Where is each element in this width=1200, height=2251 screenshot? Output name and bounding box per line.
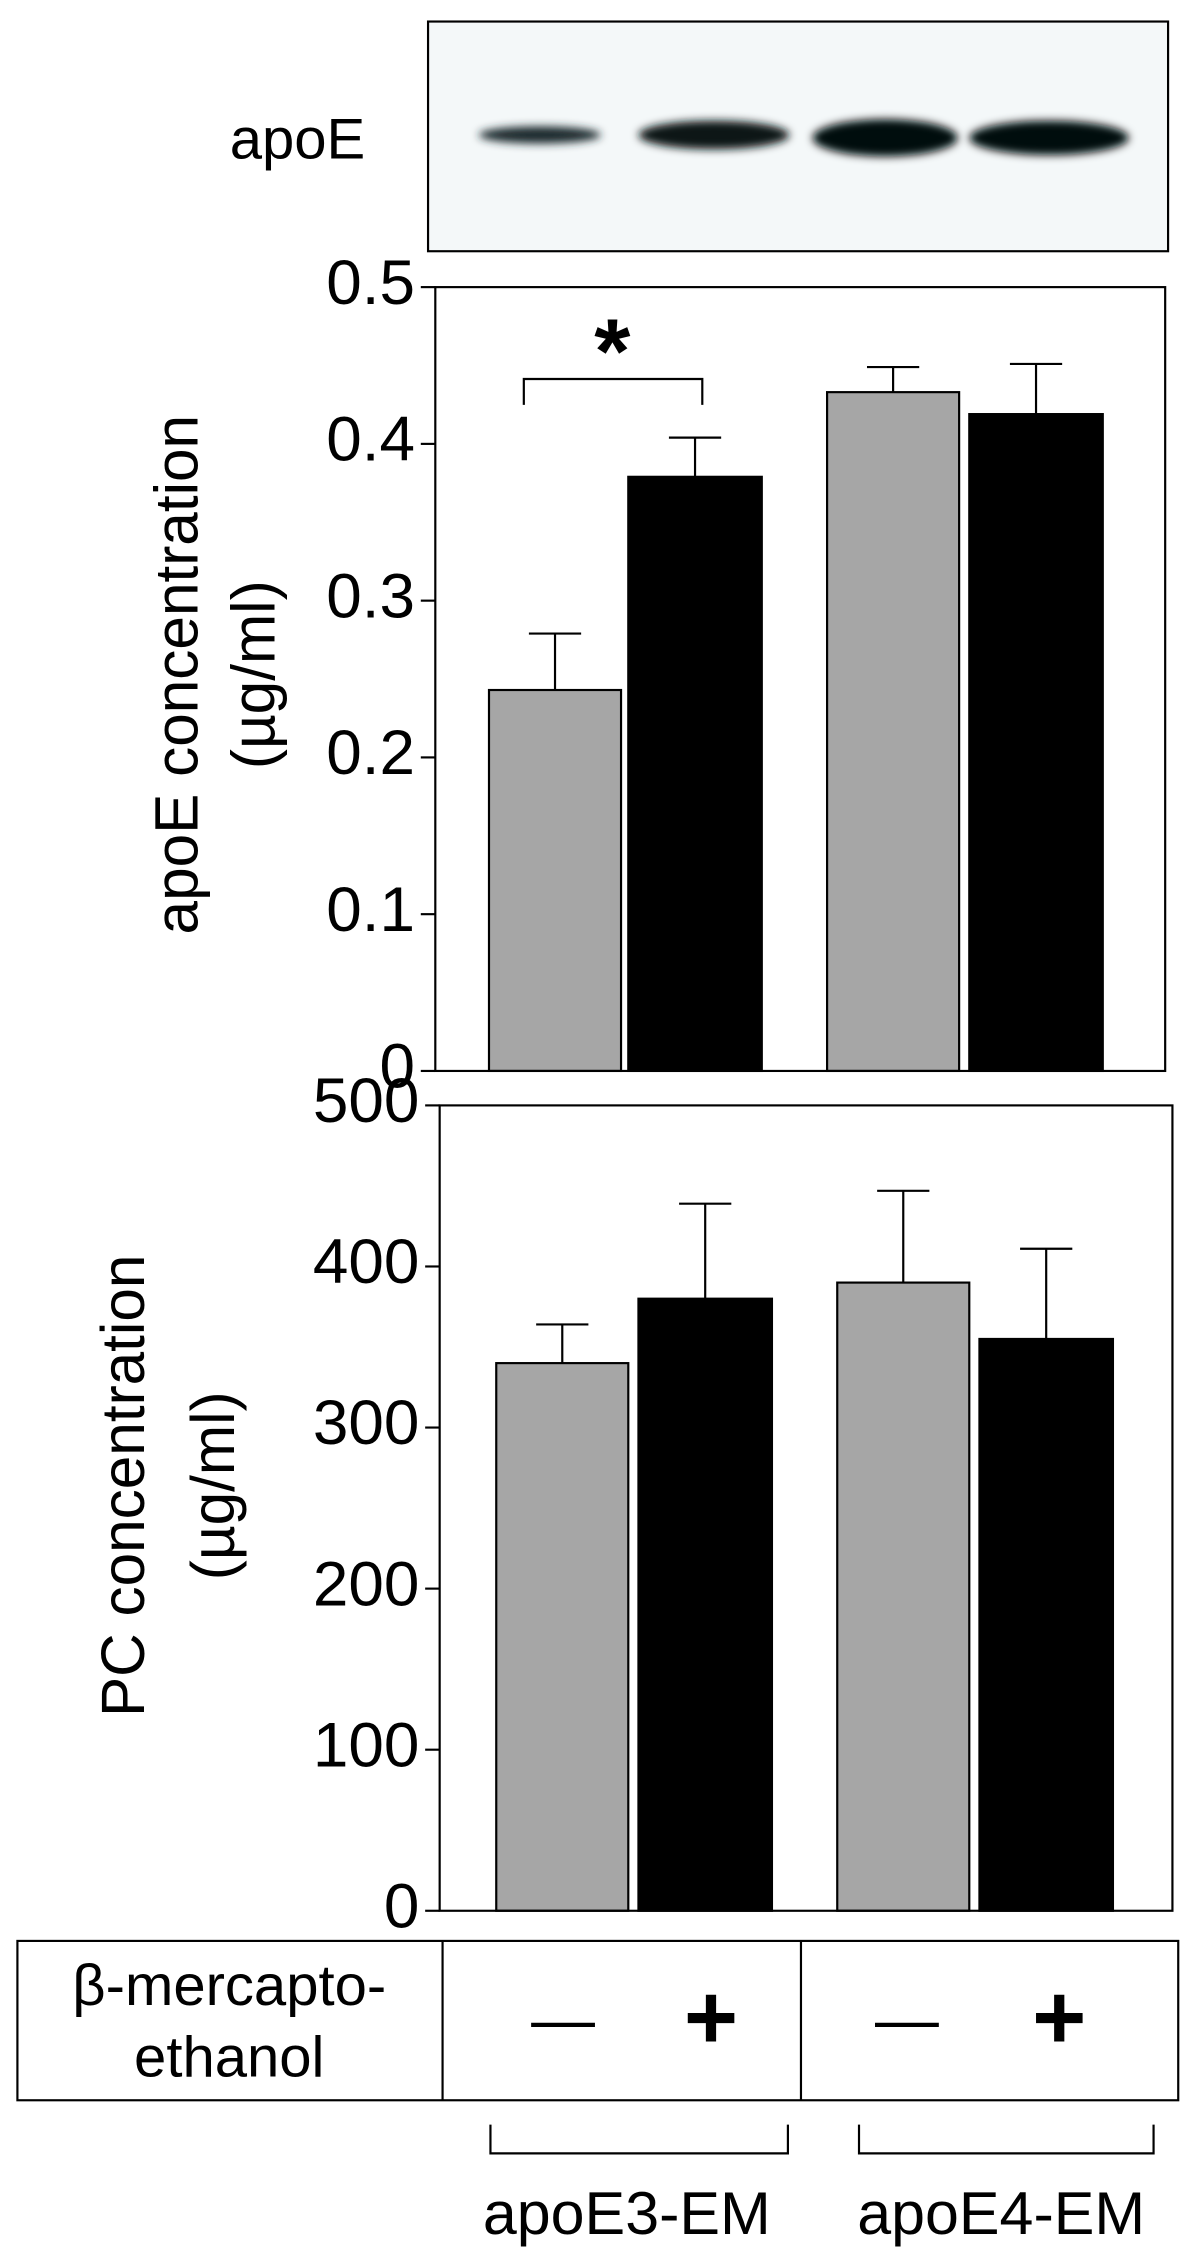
y-tick-label: 0: [379, 1032, 415, 1102]
y-tick-label: 0.2: [326, 718, 415, 788]
error-bar: [1009, 362, 1063, 415]
treatment-sign: —: [531, 1985, 595, 2055]
chart: 0 100 200 300 400 500 PC concentration (µg/ml) a…: [88, 1066, 1174, 2247]
table-label: ethanol: [134, 2026, 324, 2090]
error-bar: [679, 1202, 732, 1299]
western-blot: apoE: [230, 20, 1170, 253]
x-category-label: apoE3-EM: [483, 2179, 771, 2247]
blot-band: [638, 120, 790, 150]
plot-frame: [438, 1104, 1174, 1912]
blot-band: [812, 119, 958, 157]
bar: [487, 688, 623, 1073]
y-tick-label: 0.4: [326, 405, 415, 475]
bar: [637, 1297, 774, 1912]
x-category-label: apoE4-EM: [857, 2179, 1145, 2247]
y-tick-label: 0.1: [326, 875, 415, 945]
table-frame: [16, 1939, 1180, 2102]
error-bar: [536, 1323, 589, 1364]
error-bar: [877, 1189, 930, 1283]
significance-mark: *: [594, 300, 630, 403]
y-axis-label: apoE concentration: [142, 415, 210, 934]
y-axis-label: (µg/ml): [178, 1391, 246, 1580]
group-bracket: [489, 2124, 789, 2155]
y-tick-label: 100: [313, 1711, 420, 1781]
y-axis-label: PC concentration: [88, 1255, 156, 1717]
significance-bracket: [522, 377, 704, 405]
bar: [978, 1337, 1115, 1912]
treatment-table: β-mercapto- ethanol: [16, 1939, 1180, 2102]
table-label: β-mercapto-: [72, 1954, 386, 2018]
plot-frame: [434, 286, 1167, 1073]
error-bar: [668, 436, 722, 477]
y-tick-label: 500: [313, 1066, 420, 1136]
group-brackets: [489, 2124, 1155, 2155]
group-bracket: [857, 2124, 1155, 2155]
y-tick-label: 0: [384, 1872, 420, 1942]
bar: [968, 413, 1104, 1073]
y-tick-label: 200: [313, 1550, 420, 1620]
blot-band: [478, 126, 601, 144]
blot-label: apoE: [230, 108, 366, 172]
bar: [495, 1362, 630, 1912]
bar: [836, 1281, 971, 1912]
treatment-sign: +: [684, 1965, 738, 2068]
chart: 0 0.1 0.2 0.3 0.4 0.5 apoE concentration (µg/ml…: [142, 248, 1167, 1102]
y-tick-label: 0.5: [326, 248, 415, 318]
bar: [825, 391, 961, 1073]
error-bar: [1020, 1247, 1073, 1339]
error-bar: [866, 365, 920, 393]
blot-band: [969, 120, 1129, 156]
treatment-sign: —: [875, 1985, 939, 2055]
y-tick-label: 0.3: [326, 562, 415, 632]
bar: [627, 475, 763, 1073]
y-tick-label: 400: [313, 1227, 420, 1297]
y-axis-label: (µg/ml): [219, 580, 287, 769]
error-bar: [528, 632, 582, 691]
treatment-sign: +: [1032, 1965, 1086, 2068]
y-tick-label: 300: [313, 1389, 420, 1459]
